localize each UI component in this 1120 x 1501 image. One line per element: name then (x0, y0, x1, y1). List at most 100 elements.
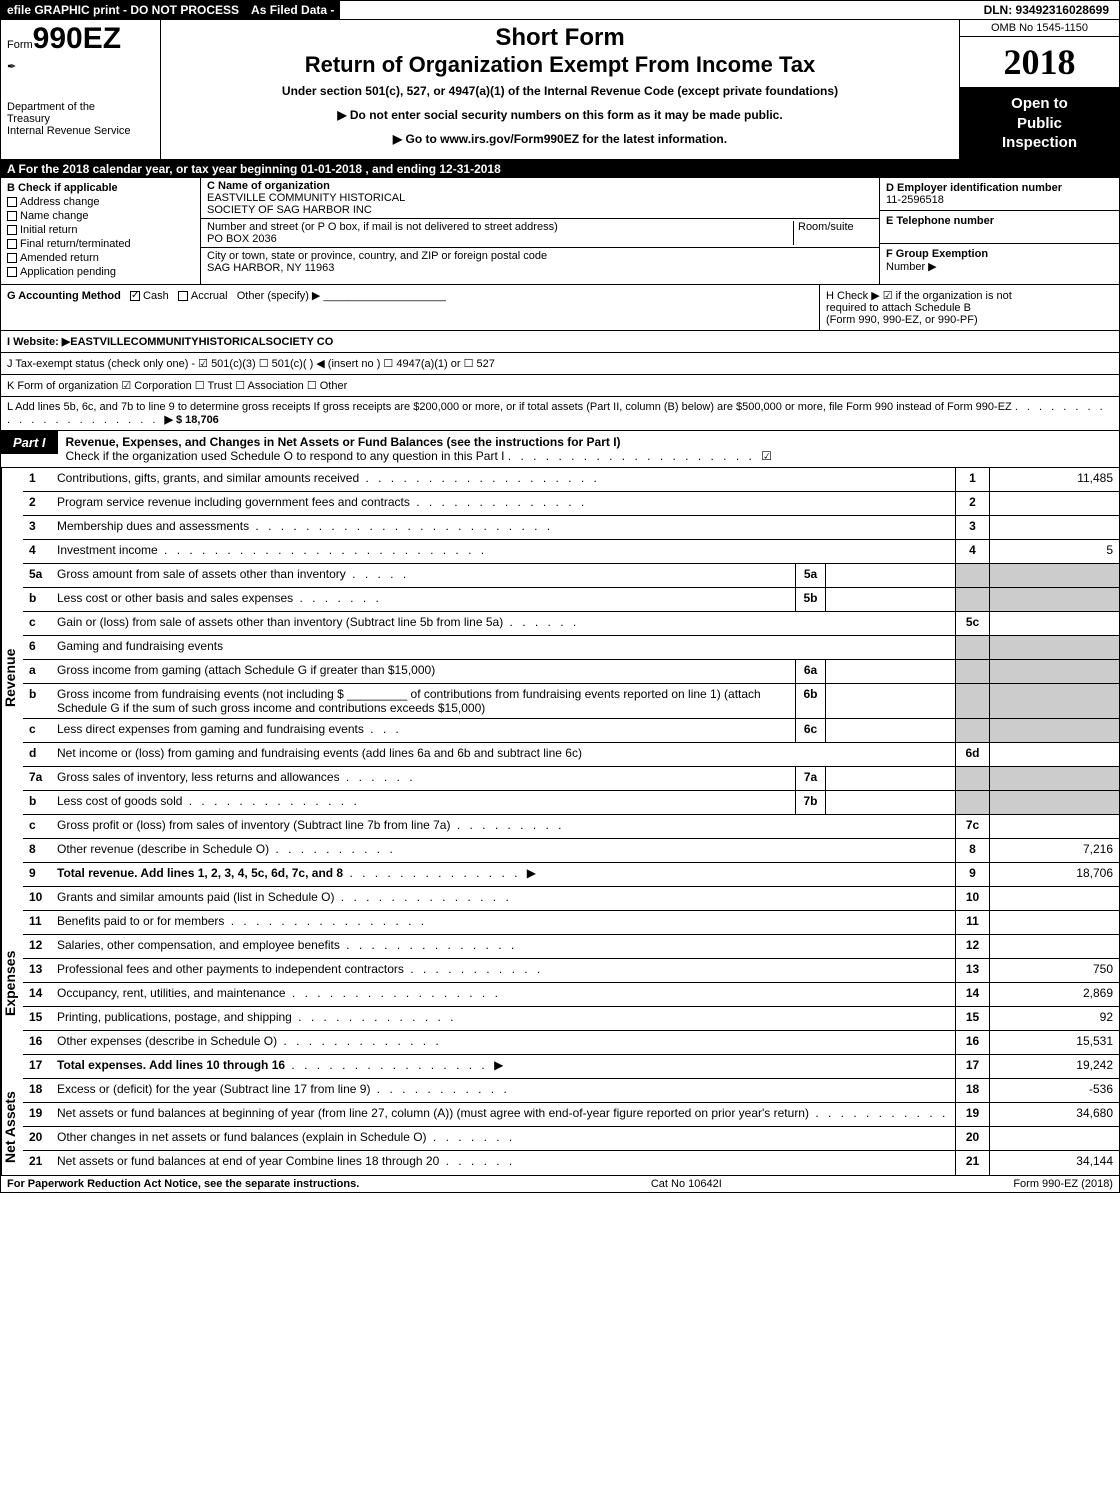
header-instr-1: ▶ Do not enter social security numbers o… (169, 108, 951, 122)
line-6: 6Gaming and fundraising events (23, 636, 1119, 660)
checkbox-cash[interactable] (130, 291, 140, 301)
org-city: SAG HARBOR, NY 11963 (207, 262, 873, 274)
d-label: D Employer identification number (886, 182, 1113, 194)
row-i-website: I Website: ▶EASTVILLECOMMUNITYHISTORICAL… (0, 331, 1120, 353)
side-label-netassets: Net Assets (1, 1079, 23, 1175)
omb-number: OMB No 1545-1150 (960, 20, 1119, 37)
top-bar: efile GRAPHIC print - DO NOT PROCESS As … (0, 0, 1120, 20)
checkbox-amended-return[interactable] (7, 253, 17, 263)
side-label-expenses: Expenses (1, 887, 23, 1079)
row-gh: G Accounting Method Cash Accrual Other (… (0, 285, 1120, 331)
line-20: 20Other changes in net assets or fund ba… (23, 1127, 1119, 1151)
header-instr-2: ▶ Go to www.irs.gov/Form990EZ for the la… (169, 132, 951, 146)
line-15: 15Printing, publications, postage, and s… (23, 1007, 1119, 1031)
line-6d: dNet income or (loss) from gaming and fu… (23, 743, 1119, 767)
line-16: 16Other expenses (describe in Schedule O… (23, 1031, 1119, 1055)
g-other: Other (specify) ▶ (237, 290, 321, 302)
line-7b: bLess cost of goods sold . . . . . . . .… (23, 791, 1119, 815)
line-7c: cGross profit or (loss) from sales of in… (23, 815, 1119, 839)
c-addr-label: Number and street (or P O box, if mail i… (207, 221, 558, 233)
footer-center: Cat No 10642I (651, 1178, 722, 1190)
g-accrual: Accrual (191, 290, 228, 302)
line-7a: 7aGross sales of inventory, less returns… (23, 767, 1119, 791)
org-name-2: SOCIETY OF SAG HARBOR INC (207, 204, 873, 216)
section-def: D Employer identification number 11-2596… (879, 178, 1119, 284)
expenses-section: Expenses 10Grants and similar amounts pa… (0, 887, 1120, 1079)
efile-label: efile GRAPHIC print - DO NOT PROCESS (1, 1, 245, 19)
section-b: B Check if applicable Address change Nam… (1, 178, 201, 284)
open-line-3: Inspection (962, 133, 1117, 153)
checkbox-name-change[interactable] (7, 211, 17, 221)
checkbox-accrual[interactable] (178, 291, 188, 301)
page-footer: For Paperwork Reduction Act Notice, see … (0, 1176, 1120, 1193)
line-5a: 5aGross amount from sale of assets other… (23, 564, 1119, 588)
line-21: 21Net assets or fund balances at end of … (23, 1151, 1119, 1175)
dept-line-2: Treasury (7, 113, 154, 125)
net-assets-section: Net Assets 18Excess or (deficit) for the… (0, 1079, 1120, 1176)
cb-label-1: Name change (20, 210, 89, 222)
ein-value: 11-2596518 (886, 194, 1113, 206)
dept-line-3: Internal Revenue Service (7, 125, 154, 137)
as-filed-label: As Filed Data - (245, 1, 340, 19)
short-form-title: Short Form (169, 24, 951, 52)
section-b-title: B Check if applicable (7, 182, 194, 194)
checkbox-initial-return[interactable] (7, 225, 17, 235)
return-title: Return of Organization Exempt From Incom… (169, 52, 951, 78)
org-name-1: EASTVILLE COMMUNITY HISTORICAL (207, 192, 873, 204)
form-header: Form990EZ ✒ Department of the Treasury I… (0, 20, 1120, 160)
part-1-check-text: Check if the organization used Schedule … (66, 449, 505, 463)
dept-line-1: Department of the (7, 101, 154, 113)
checkbox-application-pending[interactable] (7, 267, 17, 277)
form-number: 990EZ (33, 22, 121, 55)
g-cash: Cash (143, 290, 169, 302)
line-18: 18Excess or (deficit) for the year (Subt… (23, 1079, 1119, 1103)
checkbox-address-change[interactable] (7, 197, 17, 207)
c-city-label: City or town, state or province, country… (207, 250, 873, 262)
open-line-1: Open to (962, 94, 1117, 114)
cb-label-5: Application pending (20, 266, 116, 278)
line-12: 12Salaries, other compensation, and empl… (23, 935, 1119, 959)
side-label-revenue: Revenue (1, 468, 23, 887)
line-3: 3Membership dues and assessments . . . .… (23, 516, 1119, 540)
section-bcdef: B Check if applicable Address change Nam… (0, 178, 1120, 285)
line-9: 9Total revenue. Add lines 1, 2, 3, 4, 5c… (23, 863, 1119, 887)
line-13: 13Professional fees and other payments t… (23, 959, 1119, 983)
line-6c: cLess direct expenses from gaming and fu… (23, 719, 1119, 743)
dln-label: DLN: 93492316028699 (974, 1, 1119, 19)
revenue-section: Revenue 1Contributions, gifts, grants, a… (0, 468, 1120, 887)
part-1-checked: ☑ (761, 449, 772, 463)
f-label: F Group Exemption (886, 248, 1113, 260)
line-6a: aGross income from gaming (attach Schedu… (23, 660, 1119, 684)
line-17: 17Total expenses. Add lines 10 through 1… (23, 1055, 1119, 1079)
cb-label-2: Initial return (20, 224, 77, 236)
row-l: L Add lines 5b, 6c, and 7b to line 9 to … (0, 397, 1120, 431)
h-text-1: H Check ▶ ☑ if the organization is not (826, 289, 1113, 302)
line-5c: cGain or (loss) from sale of assets othe… (23, 612, 1119, 636)
e-label: E Telephone number (886, 215, 1113, 227)
row-j-tax-exempt: J Tax-exempt status (check only one) - ☑… (0, 353, 1120, 375)
f-label-2: Number ▶ (886, 260, 1113, 273)
line-5b: bLess cost or other basis and sales expe… (23, 588, 1119, 612)
checkbox-final-return[interactable] (7, 239, 17, 249)
row-l-text: L Add lines 5b, 6c, and 7b to line 9 to … (7, 401, 1012, 413)
footer-right: Form 990-EZ (2018) (1013, 1178, 1113, 1190)
section-c: C Name of organization EASTVILLE COMMUNI… (201, 178, 879, 284)
line-2: 2Program service revenue including gover… (23, 492, 1119, 516)
part-1-header: Part I Revenue, Expenses, and Changes in… (0, 431, 1120, 468)
g-label: G Accounting Method (7, 290, 121, 302)
open-line-2: Public (962, 114, 1117, 134)
org-address: PO BOX 2036 (207, 233, 793, 245)
line-19: 19Net assets or fund balances at beginni… (23, 1103, 1119, 1127)
cb-label-0: Address change (20, 196, 100, 208)
row-k-form-org: K Form of organization ☑ Corporation ☐ T… (0, 375, 1120, 397)
row-l-amount: ▶ $ 18,706 (164, 414, 218, 426)
cb-label-4: Amended return (20, 252, 99, 264)
line-8: 8Other revenue (describe in Schedule O) … (23, 839, 1119, 863)
footer-left: For Paperwork Reduction Act Notice, see … (7, 1178, 359, 1190)
h-text-2: required to attach Schedule B (826, 302, 1113, 314)
part-1-title: Revenue, Expenses, and Changes in Net As… (66, 435, 621, 449)
h-text-3: (Form 990, 990-EZ, or 990-PF) (826, 314, 1113, 326)
form-prefix: Form (7, 39, 33, 51)
tax-year: 2018 (960, 37, 1119, 88)
line-10: 10Grants and similar amounts paid (list … (23, 887, 1119, 911)
